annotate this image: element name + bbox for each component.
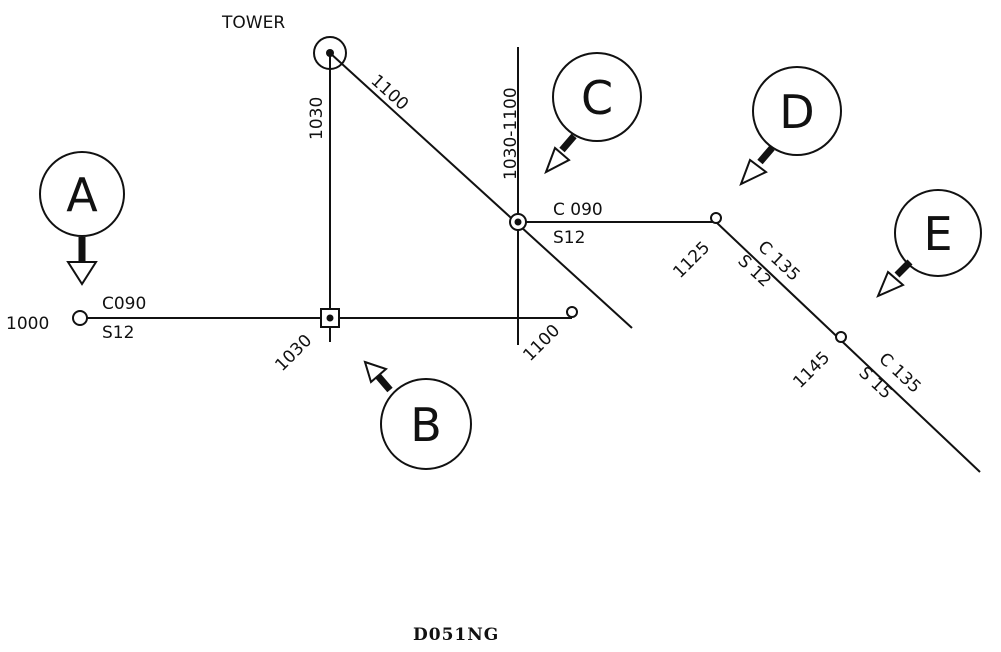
marker-c: C [544,52,642,175]
tower-label: TOWER [221,13,285,33]
time-1030-left-label: 1030 [307,97,327,140]
marker-e-letter: E [923,207,952,261]
marker-c-arrow [544,133,577,175]
marker-d-letter: D [779,85,814,139]
marker-b: B [363,360,472,470]
marker-a-letter: A [66,168,98,222]
marker-c-letter: C [581,71,613,125]
leg2-course-label: C 090 [553,200,603,220]
time-1145-label: 1145 [789,348,834,393]
tower-radial-1100 [329,52,633,329]
leg1-course-label: C090 [102,294,146,314]
position-1030 [320,308,340,328]
track-leg-c135 [715,221,981,473]
marker-d-arrow [739,145,775,186]
marker-b-letter: B [410,398,442,452]
position-1000 [72,310,88,326]
time-1030-bottom-label: 1030 [271,331,316,376]
marker-b-arrow [363,360,393,393]
marker-d: D [739,66,842,186]
leg1-speed-label: S12 [102,323,134,343]
position-1100-bottom [566,306,578,318]
track-lines [80,47,981,473]
position-1145 [835,331,847,343]
leg2-speed-label: S12 [553,228,585,248]
figure-id: D051NG [413,625,499,645]
position-1125 [710,212,722,224]
tower-symbol [313,36,347,70]
time-1000-label: 1000 [6,314,49,334]
time-1030-1100-label: 1030-1100 [501,87,521,180]
marker-e-arrow [876,259,913,298]
marker-e: E [876,189,982,298]
time-1125-label: 1125 [669,238,714,283]
marker-a: A [39,151,125,286]
time-1100-bottom-label: 1100 [519,321,564,366]
position-1030-1100 [509,213,527,231]
marker-a-arrow [66,237,98,286]
